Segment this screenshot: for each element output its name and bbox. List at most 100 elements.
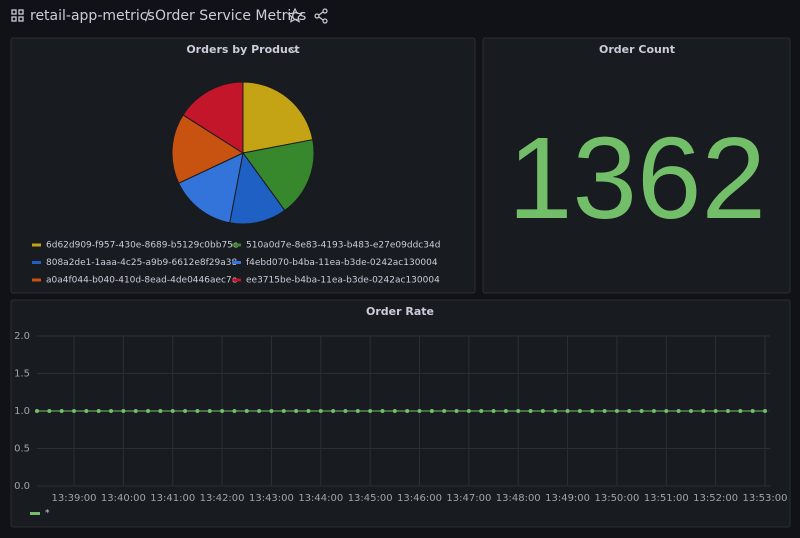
legend-label: ee3715be-b4ba-11ea-b3de-0242ac130004 — [246, 276, 440, 286]
pie-slice — [229, 151, 286, 225]
y-tick-label: 1.5 — [14, 369, 30, 380]
y-tick-label: 2.0 — [14, 331, 30, 342]
share-button[interactable] — [314, 8, 328, 24]
star-button[interactable] — [287, 7, 303, 23]
data-point — [417, 409, 422, 413]
stat-panel — [482, 37, 791, 294]
data-point — [281, 409, 286, 413]
x-tick-label: 13:42:00 — [200, 493, 245, 504]
data-point — [380, 409, 385, 413]
x-tick-label: 13:43:00 — [249, 493, 294, 504]
grid-icon[interactable] — [11, 9, 24, 22]
stat-value: 1362 — [508, 113, 766, 243]
data-point — [170, 409, 175, 413]
legend-label: a0a4f044-b040-410d-8ead-4de0446aec7e — [46, 276, 238, 286]
data-point — [565, 409, 570, 413]
legend-swatch — [232, 278, 241, 282]
data-point — [479, 409, 484, 413]
x-tick-label: 13:53:00 — [743, 493, 788, 504]
data-point — [614, 409, 619, 413]
data-point — [725, 409, 730, 413]
x-tick-label: 13:40:00 — [101, 493, 146, 504]
data-point — [269, 409, 274, 413]
y-tick-label: 0.0 — [14, 481, 30, 492]
data-point — [294, 409, 299, 413]
data-point — [442, 409, 447, 413]
data-point — [59, 409, 64, 413]
legend-label: 510a0d7e-8e83-4193-b483-e27e09ddc34d — [246, 241, 440, 251]
data-point — [627, 409, 632, 413]
y-tick-label: 1.0 — [14, 406, 30, 417]
folder-link[interactable]: retail-app-metrics — [30, 8, 155, 24]
data-point — [47, 409, 52, 413]
data-point — [207, 409, 212, 413]
legend-swatch — [30, 512, 40, 515]
x-tick-label: 13:49:00 — [545, 493, 590, 504]
data-point — [96, 409, 101, 413]
panel-menu-icon[interactable] — [290, 48, 298, 53]
dashboard-title[interactable]: Order Service Metrics — [155, 8, 306, 24]
data-point — [331, 409, 336, 413]
pie-slice — [171, 114, 245, 184]
y-tick-label: 0.5 — [14, 444, 30, 455]
data-point — [343, 409, 348, 413]
data-point — [306, 409, 311, 413]
data-point — [553, 409, 558, 413]
data-point — [146, 409, 151, 413]
pie-slice — [178, 152, 244, 224]
data-point — [232, 409, 237, 413]
data-point — [220, 409, 225, 413]
data-point — [195, 409, 200, 413]
legend-swatch — [232, 261, 241, 264]
data-point — [590, 409, 595, 413]
data-point — [750, 409, 755, 413]
data-point — [429, 409, 434, 413]
x-tick-label: 13:52:00 — [693, 493, 738, 504]
panel-title[interactable]: Order Count — [599, 43, 675, 56]
data-point — [528, 409, 533, 413]
legend-swatch — [32, 278, 41, 282]
data-point — [35, 409, 39, 413]
data-point — [405, 409, 410, 413]
data-point — [355, 409, 360, 413]
data-point — [109, 409, 114, 413]
data-point — [503, 409, 508, 413]
data-point — [183, 409, 188, 413]
legend-swatch — [32, 261, 41, 264]
data-point — [72, 409, 77, 413]
data-point — [639, 409, 644, 413]
x-tick-label: 13:46:00 — [397, 493, 442, 504]
separator: / — [145, 8, 150, 24]
data-point — [738, 409, 743, 413]
x-tick-label: 13:47:00 — [446, 493, 491, 504]
legend-label: 808a2de1-1aaa-4c25-a9b9-6612e8f29a38 — [46, 258, 237, 268]
legend-label: * — [45, 509, 50, 519]
panel-title[interactable]: Orders by Product — [186, 43, 299, 56]
data-point — [688, 409, 693, 413]
data-point — [392, 409, 397, 413]
data-point — [577, 409, 582, 413]
x-tick-label: 13:51:00 — [644, 493, 689, 504]
data-point — [701, 409, 706, 413]
pie-slice — [182, 81, 244, 154]
data-point — [368, 409, 373, 413]
x-tick-label: 13:39:00 — [52, 493, 97, 504]
data-point — [466, 409, 471, 413]
x-tick-label: 13:44:00 — [298, 493, 343, 504]
graph-panel — [10, 299, 791, 528]
data-point — [676, 409, 681, 413]
legend-label: 6d62d909-f957-430e-8689-b5129c0bb75e — [46, 241, 239, 251]
legend-swatch — [32, 243, 41, 247]
data-point — [158, 409, 163, 413]
legend-label: f4ebd070-b4ba-11ea-b3de-0242ac130004 — [246, 258, 438, 268]
panel-title[interactable]: Order Rate — [366, 305, 434, 318]
data-point — [257, 409, 262, 413]
data-point — [133, 409, 138, 413]
data-point — [84, 409, 89, 413]
x-tick-label: 13:48:00 — [496, 493, 541, 504]
data-point — [454, 409, 459, 413]
data-point — [491, 409, 496, 413]
data-point — [540, 409, 545, 413]
pie-slice — [242, 139, 315, 212]
